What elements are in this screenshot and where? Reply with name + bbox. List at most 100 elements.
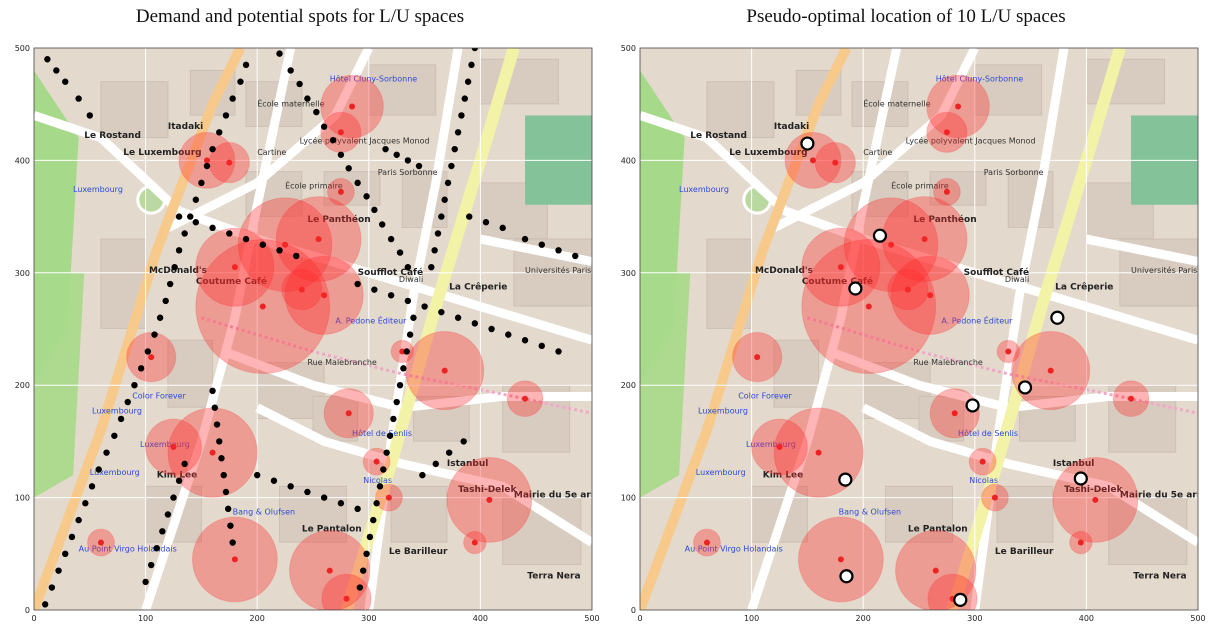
demand-circle <box>926 111 968 153</box>
map-label: Lycée polyvalent Jacques Monod <box>906 136 1036 146</box>
candidate-spot <box>444 179 452 187</box>
candidate-spot <box>505 331 512 338</box>
city-block <box>100 81 169 139</box>
candidate-spot <box>400 365 407 372</box>
demand-circle <box>289 529 371 610</box>
candidate-spot <box>555 247 562 254</box>
city-block <box>479 58 560 105</box>
candidate-spot <box>382 145 389 153</box>
candidate-spot <box>209 387 216 395</box>
candidate-spot <box>48 584 56 591</box>
selected-spot <box>838 472 853 487</box>
map-label: La Crêperie <box>449 282 507 293</box>
poi-marker <box>315 236 322 243</box>
candidate-spot <box>488 325 495 333</box>
map-label: Terra Nera <box>527 572 580 582</box>
candidate-spot <box>464 78 472 85</box>
demand-circle <box>1112 380 1150 418</box>
candidate-spot <box>460 438 467 445</box>
map-label: Istanbul <box>1053 459 1094 469</box>
city-block <box>885 485 953 543</box>
x-tick-label: 400 <box>1079 614 1094 623</box>
city-block <box>323 171 381 206</box>
candidate-spot <box>203 162 211 170</box>
selected-spot <box>1050 310 1065 325</box>
x-tick-label: 300 <box>361 614 376 623</box>
candidate-spot <box>386 432 394 439</box>
poi-marker <box>703 539 710 546</box>
poi-marker <box>1092 496 1099 503</box>
candidate-spot <box>75 95 82 102</box>
candidate-spot <box>441 196 448 203</box>
candidate-spot <box>144 348 152 355</box>
candidate-spot <box>396 249 404 256</box>
map-label: Luxembourg <box>92 406 142 415</box>
candidate-spot <box>242 235 250 243</box>
city-block <box>167 339 214 408</box>
candidate-spot <box>164 511 172 518</box>
left-panel: Demand and potential spots for L/U space… <box>0 0 600 629</box>
map-label: La Crêperie <box>1055 282 1113 293</box>
map-label: Rue Malebranche <box>913 358 982 367</box>
poi-marker <box>943 188 950 195</box>
candidate-spot <box>229 95 236 102</box>
map-label: Le Rostand <box>690 131 747 141</box>
map-label: Universités Paris I et Paris II <box>525 265 600 275</box>
poi-marker <box>337 129 344 136</box>
map-label: Itadaki <box>774 122 809 132</box>
candidate-spot <box>111 432 118 439</box>
candidate-spot <box>62 550 69 557</box>
demand-circle <box>732 332 783 383</box>
x-tick-label: 0 <box>31 614 36 623</box>
candidate-spot <box>380 466 387 473</box>
y-tick-label: 200 <box>15 381 30 390</box>
selected-spot <box>953 592 968 607</box>
poi-marker <box>97 539 104 546</box>
candidate-spot <box>293 252 300 260</box>
candidate-spot <box>147 561 155 569</box>
candidate-spot <box>159 528 166 535</box>
poi-marker <box>522 395 529 402</box>
candidate-spot <box>227 522 234 529</box>
candidate-spot <box>555 348 562 355</box>
poi-marker <box>754 354 761 361</box>
candidate-spot <box>166 280 174 288</box>
map-label: Lycée polyvalent Jacques Monod <box>300 136 430 146</box>
x-tick-label: 100 <box>138 614 153 623</box>
map-label: McDonald's <box>755 266 813 276</box>
map-label: Soufflot Café <box>358 267 423 278</box>
y-tick-label: 300 <box>15 269 30 278</box>
candidate-spot <box>209 224 216 232</box>
candidate-spot <box>403 348 410 355</box>
candidate-spot <box>44 56 51 63</box>
poi-marker <box>865 303 872 310</box>
candidate-spot <box>373 500 380 507</box>
candidate-spot <box>521 337 529 344</box>
candidate-spot <box>162 297 169 305</box>
map-label: Cartine <box>863 148 892 157</box>
map-label: Color Forever <box>132 392 186 401</box>
candidate-spot <box>222 488 230 496</box>
candidate-spot <box>337 500 345 507</box>
candidate-spot <box>142 578 149 586</box>
candidate-spot <box>461 95 468 102</box>
candidate-spot <box>68 533 76 541</box>
candidate-spot <box>226 230 233 237</box>
candidate-spot <box>366 533 374 541</box>
candidate-spot <box>55 567 62 574</box>
plot-frame <box>639 47 1199 611</box>
candidate-spot <box>360 567 367 574</box>
left-panel-title: Demand and potential spots for L/U space… <box>135 6 465 27</box>
candidate-spot <box>378 221 386 228</box>
candidate-spot <box>171 263 178 271</box>
candidate-spot <box>117 415 125 423</box>
candidate-spot <box>175 477 183 484</box>
candidate-spot <box>354 505 361 513</box>
poi-marker <box>321 292 328 299</box>
map-label: Paris Sorbonne <box>984 168 1044 177</box>
poi-marker <box>226 159 233 166</box>
candidate-spot <box>415 162 423 170</box>
candidate-spot <box>218 455 225 462</box>
map-label: Mairie du 5e arrondissement <box>514 491 600 501</box>
candidate-spot <box>270 477 278 484</box>
